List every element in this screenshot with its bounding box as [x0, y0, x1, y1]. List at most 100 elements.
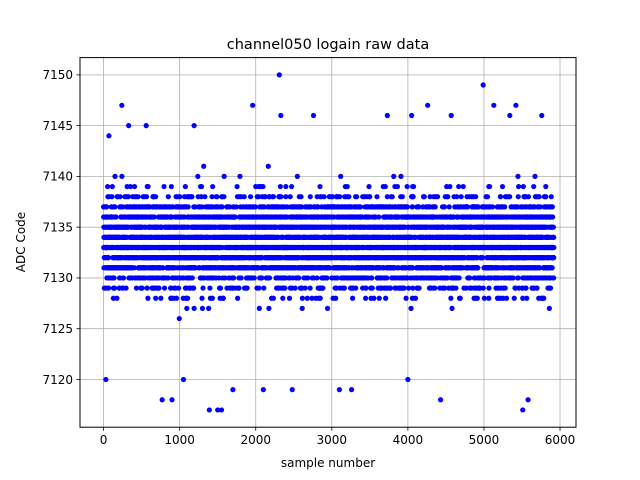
- data-point: [202, 194, 208, 200]
- data-point: [125, 194, 131, 200]
- data-point: [434, 194, 441, 200]
- data-point: [217, 285, 224, 291]
- data-point: [123, 285, 129, 291]
- data-point: [324, 305, 331, 311]
- data-point: [105, 285, 112, 291]
- data-point: [207, 285, 213, 291]
- data-point: [302, 285, 308, 291]
- data-point: [354, 194, 360, 200]
- data-point: [238, 275, 244, 281]
- data-point: [265, 163, 271, 169]
- data-point: [371, 295, 377, 301]
- data-point: [259, 275, 265, 281]
- data-point: [475, 265, 481, 271]
- data-point: [231, 275, 237, 281]
- data-point: [199, 204, 205, 210]
- data-point: [131, 265, 137, 271]
- data-point: [374, 194, 380, 200]
- data-point: [333, 295, 339, 301]
- data-point: [460, 183, 466, 190]
- data-point: [432, 204, 438, 210]
- data-point: [182, 183, 188, 190]
- data-point: [456, 275, 462, 281]
- data-point: [376, 295, 382, 301]
- data-point: [117, 194, 123, 200]
- data-point: [112, 204, 118, 210]
- data-point: [184, 305, 190, 311]
- data-point: [112, 173, 118, 179]
- data-point: [165, 194, 171, 200]
- data-point: [320, 285, 326, 291]
- data-point: [153, 295, 159, 301]
- data-point: [177, 194, 183, 200]
- data-point: [109, 194, 115, 200]
- data-point: [296, 275, 302, 281]
- data-point: [105, 255, 111, 261]
- data-point: [210, 183, 216, 190]
- data-point: [185, 204, 191, 210]
- data-point: [127, 183, 134, 190]
- data-point: [175, 285, 182, 291]
- data-point: [353, 285, 359, 291]
- data-point: [314, 275, 320, 281]
- data-point: [447, 183, 453, 190]
- data-point: [366, 183, 372, 190]
- data-point: [195, 173, 201, 179]
- data-point: [389, 194, 395, 200]
- data-point: [432, 285, 438, 291]
- data-point: [199, 295, 205, 301]
- data-point: [221, 173, 227, 179]
- data-point: [139, 285, 145, 291]
- data-point: [421, 194, 427, 200]
- data-point: [409, 204, 416, 210]
- data-point: [382, 183, 388, 190]
- data-point: [278, 194, 284, 200]
- data-point: [173, 295, 180, 301]
- data-point: [199, 305, 206, 311]
- data-point: [244, 285, 250, 291]
- data-point: [145, 295, 151, 301]
- data-point: [104, 204, 110, 210]
- data-point: [456, 183, 462, 190]
- data-point: [105, 183, 111, 190]
- data-point: [369, 275, 375, 281]
- data-point: [465, 204, 471, 210]
- data-point: [198, 194, 204, 200]
- data-point: [256, 285, 262, 291]
- data-point: [241, 194, 247, 200]
- data-point: [282, 285, 288, 291]
- data-point: [410, 183, 417, 190]
- data-point: [410, 194, 416, 200]
- data-point: [131, 183, 138, 190]
- data-point: [412, 295, 419, 301]
- data-point: [298, 194, 304, 200]
- data-point: [209, 194, 215, 200]
- data-point: [209, 295, 215, 301]
- data-point: [214, 194, 220, 200]
- data-point: [200, 285, 206, 291]
- data-point: [369, 285, 375, 291]
- data-point: [399, 194, 405, 200]
- data-point: [458, 194, 464, 200]
- data-point: [219, 204, 225, 210]
- data-point: [287, 194, 293, 200]
- data-point: [391, 173, 397, 179]
- data-point: [135, 194, 141, 200]
- data-point: [191, 305, 197, 311]
- data-point: [337, 194, 343, 200]
- data-point: [198, 183, 205, 190]
- data-point: [270, 194, 277, 200]
- data-point: [299, 295, 305, 301]
- data-point: [151, 214, 157, 220]
- data-point: [324, 275, 330, 281]
- data-point: [176, 315, 182, 322]
- data-point: [270, 295, 276, 301]
- data-point: [321, 194, 327, 200]
- data-point: [260, 183, 266, 190]
- data-point: [294, 173, 300, 179]
- data-point: [404, 183, 410, 190]
- data-point: [338, 173, 344, 179]
- data-point: [191, 285, 197, 291]
- data-point: [251, 275, 257, 281]
